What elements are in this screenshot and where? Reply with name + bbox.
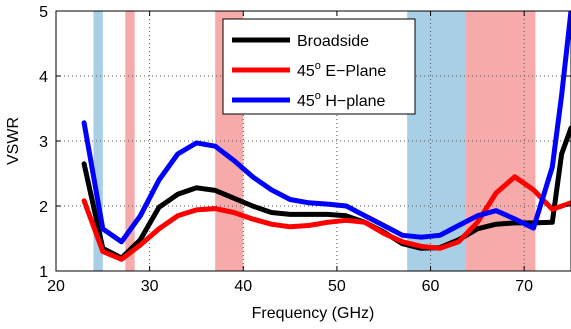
x-tick-label: 60: [422, 278, 440, 295]
y-axis-label: VSWR: [5, 117, 22, 165]
y-tick-label: 1: [39, 264, 48, 281]
x-tick-label: 70: [515, 278, 533, 295]
legend-label-e-plane: 45o E−Plane: [297, 60, 386, 80]
series-lines: [81, 11, 571, 262]
y-tick-label: 3: [39, 134, 48, 151]
axis-ticks: 20 30 40 50 60 70 1 2 3 4 5: [39, 4, 571, 295]
frequency-band: [125, 11, 135, 271]
degree-superscript: o: [315, 60, 321, 72]
legend-label-h-plane: 45o H−plane: [297, 90, 386, 110]
frequency-band: [93, 11, 103, 271]
series-line-broadside: [81, 125, 571, 261]
x-tick-label: 40: [234, 278, 252, 295]
series-line-e-plane: [81, 174, 571, 262]
degree-superscript: o: [315, 90, 321, 102]
y-tick-label: 2: [39, 199, 48, 216]
x-axis-label: Frequency (GHz): [252, 305, 375, 322]
legend-label-broadside: Broadside: [297, 33, 369, 50]
y-tick-label: 4: [39, 69, 48, 86]
y-tick-label: 5: [39, 4, 48, 21]
x-tick-label: 20: [47, 278, 65, 295]
x-tick-label: 50: [328, 278, 346, 295]
x-tick-label: 30: [141, 278, 159, 295]
legend: Broadside 45o E−Plane 45o H−plane: [222, 18, 416, 115]
series-line-h-plane: [81, 11, 571, 245]
